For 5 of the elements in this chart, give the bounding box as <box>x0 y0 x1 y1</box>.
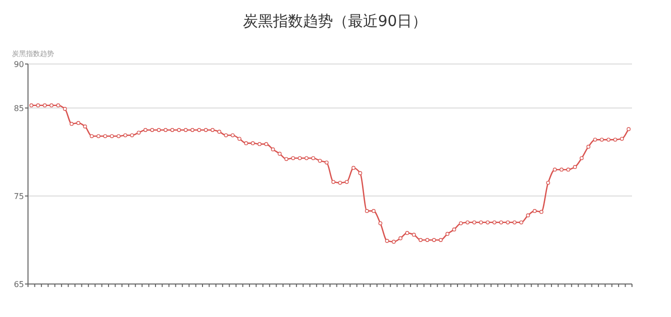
chart-title: 炭黑指数趋势（最近90日） <box>242 12 428 30</box>
y-tick-label: 65 <box>14 280 24 289</box>
y-tick-label: 75 <box>14 192 24 201</box>
y-tick-label: 90 <box>14 60 24 69</box>
y-tick-label: 85 <box>14 104 24 113</box>
